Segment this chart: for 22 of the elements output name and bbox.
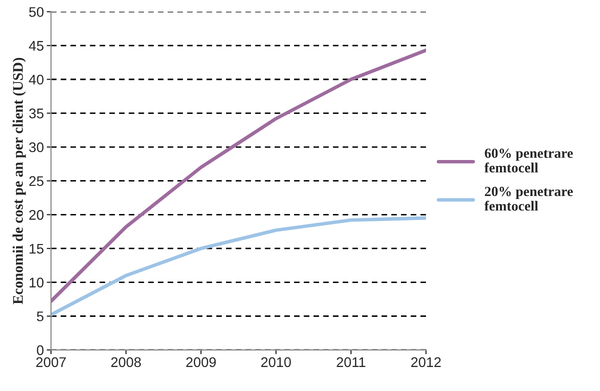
- y-tick-label: 35: [29, 108, 44, 118]
- legend-label: 20% penetrare femtocell: [484, 186, 573, 211]
- y-tick-label: 15: [30, 244, 44, 254]
- y-tick-label: 40: [28, 74, 44, 85]
- legend-label: 60% penetrare femtocell: [484, 148, 573, 172]
- x-tick-label: 2008: [111, 357, 141, 368]
- y-tick-label: 5: [36, 312, 44, 322]
- y-tick-label: 50: [29, 7, 44, 17]
- x-tick-label: 2012: [411, 357, 441, 368]
- y-tick-label: 25: [29, 176, 44, 186]
- y-tick-label: 45: [28, 41, 44, 51]
- line-series: [51, 216, 426, 317]
- x-tick-label: 2010: [261, 357, 291, 368]
- x-tick-label: 2007: [36, 357, 66, 368]
- y-tick-label: 20: [29, 210, 44, 220]
- line-series: [51, 48, 426, 303]
- y-tick-label: 10: [30, 278, 44, 288]
- y-tick-label: 0: [36, 345, 44, 356]
- x-tick-label: 2009: [186, 357, 216, 368]
- y-axis-title: Economii de cost pe an per client (USD): [12, 58, 26, 304]
- x-tick-label: 2011: [336, 357, 366, 368]
- y-tick-label: 30: [29, 142, 44, 152]
